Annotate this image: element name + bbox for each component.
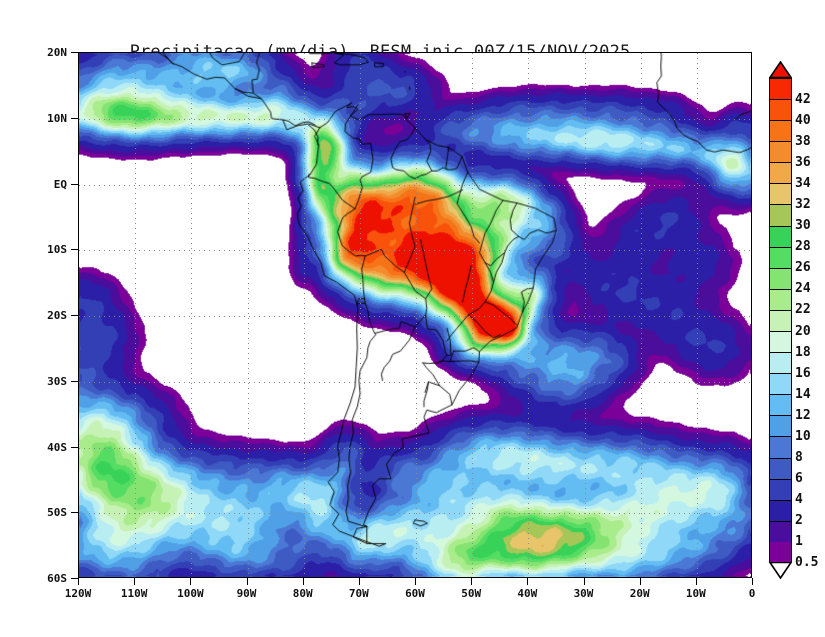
latitude-tick-label: 40S bbox=[47, 440, 67, 454]
longitude-tick-label: 50W bbox=[461, 587, 482, 600]
colorbar-label: 42 bbox=[795, 92, 811, 108]
longitude-tick bbox=[78, 578, 79, 585]
colorbar-level-36 bbox=[770, 141, 791, 163]
longitude-tick-label: 90W bbox=[236, 587, 257, 600]
colorbar-level-32 bbox=[770, 183, 791, 205]
colorbar-level-34 bbox=[770, 162, 791, 184]
latitude-tick bbox=[71, 315, 78, 316]
latitude-tick bbox=[71, 52, 78, 53]
colorbar-level-26 bbox=[770, 246, 791, 268]
precipitation-shading-canvas bbox=[79, 53, 751, 577]
latitude-tick bbox=[71, 512, 78, 514]
colorbar-level-38 bbox=[770, 120, 791, 142]
longitude-tick bbox=[246, 578, 248, 585]
latitude-tick bbox=[71, 117, 78, 119]
colorbar-level-0.5 bbox=[770, 541, 791, 562]
longitude-tick-label: 120W bbox=[64, 587, 92, 600]
colorbar-over-arrow-icon bbox=[769, 61, 792, 78]
colorbar-label: 40 bbox=[795, 113, 811, 129]
colorbar-label: 26 bbox=[795, 260, 811, 276]
longitude-tick-label: 10W bbox=[685, 587, 706, 600]
latitude-tick-label: 10N bbox=[47, 111, 67, 125]
longitude-tick bbox=[358, 578, 360, 585]
longitude-tick bbox=[752, 578, 753, 585]
colorbar-level-40 bbox=[770, 98, 791, 121]
colorbar-label: 36 bbox=[795, 155, 811, 171]
latitude-tick-label: 60S bbox=[47, 572, 67, 585]
latitude-tick bbox=[71, 446, 78, 448]
latitude-tick bbox=[71, 183, 78, 185]
map-plot-area[interactable] bbox=[78, 52, 752, 578]
longitude-tick bbox=[527, 578, 529, 585]
latitude-tick-label: 30S bbox=[47, 374, 67, 388]
colorbar-swatches bbox=[769, 77, 792, 562]
colorbar-label: 1 bbox=[795, 533, 803, 549]
colorbar-level-30 bbox=[770, 204, 791, 226]
latitude-tick bbox=[71, 380, 78, 382]
longitude-tick bbox=[583, 578, 585, 585]
longitude-tick-label: 0 bbox=[748, 587, 756, 600]
colorbar-label: 8 bbox=[795, 449, 803, 465]
longitude-tick-label: 40W bbox=[517, 587, 538, 600]
latitude-tick-label: 20N bbox=[47, 46, 67, 59]
longitude-tick-label: 80W bbox=[292, 587, 313, 600]
colorbar-label: 28 bbox=[795, 239, 811, 255]
latitude-tick-label: EQ bbox=[53, 177, 67, 191]
colorbar-label: 18 bbox=[795, 344, 811, 360]
longitude-tick-label: 30W bbox=[573, 587, 594, 600]
latitude-tick bbox=[71, 249, 78, 251]
colorbar-label: 4 bbox=[795, 491, 803, 507]
longitude-tick-label: 110W bbox=[120, 587, 148, 600]
latitude-tick-label: 50S bbox=[47, 506, 67, 520]
colorbar-label: 2 bbox=[795, 512, 803, 528]
longitude-tick bbox=[134, 578, 136, 585]
longitude-tick bbox=[695, 578, 697, 585]
colorbar-level-22 bbox=[770, 288, 791, 310]
longitude-tick-label: 70W bbox=[348, 587, 369, 600]
colorbar-under-arrow-icon bbox=[769, 562, 792, 579]
colorbar-label: 10 bbox=[795, 428, 811, 444]
colorbar-level-6 bbox=[770, 457, 791, 479]
colorbar-tick-labels: 0.5 1 2 4 6 8 10 12 14 16 18 20 22 24 26 28 30 32 34 36 38 40… bbox=[793, 78, 825, 569]
colorbar-level-14 bbox=[770, 373, 791, 395]
colorbar-label: 0.5 bbox=[795, 555, 819, 570]
colorbar-level-28 bbox=[770, 225, 791, 247]
longitude-tick bbox=[639, 578, 641, 585]
colorbar-level-24 bbox=[770, 267, 791, 289]
colorbar-label: 24 bbox=[795, 281, 811, 297]
colorbar-label: 12 bbox=[795, 407, 811, 423]
colorbar-label: 20 bbox=[795, 323, 811, 339]
latitude-tick-label: 20S bbox=[47, 309, 67, 322]
longitude-tick bbox=[415, 578, 416, 585]
longitude-tick bbox=[302, 578, 304, 585]
longitude-tick bbox=[190, 578, 192, 585]
colorbar-label: 30 bbox=[795, 218, 811, 234]
latitude-tick-label: 10S bbox=[47, 243, 67, 257]
latitude-tick bbox=[71, 578, 78, 579]
colorbar-level-4 bbox=[770, 478, 791, 500]
colorbar-level-10 bbox=[770, 415, 791, 437]
colorbar-level-12 bbox=[770, 394, 791, 416]
colorbar-level-20 bbox=[770, 309, 791, 331]
longitude-tick-label: 100W bbox=[177, 587, 204, 600]
colorbar-level-1 bbox=[770, 520, 791, 542]
colorbar-label: 38 bbox=[795, 134, 811, 150]
colorbar-level-16 bbox=[770, 352, 791, 374]
colorbar-label: 22 bbox=[795, 302, 811, 318]
colorbar-level-8 bbox=[770, 436, 791, 458]
longitude-tick-label: 60W bbox=[405, 587, 425, 600]
colorbar-level-2 bbox=[770, 499, 791, 521]
longitude-tick-label: 20W bbox=[629, 587, 650, 600]
colorbar-label: 16 bbox=[795, 365, 811, 381]
colorbar-label: 6 bbox=[795, 470, 803, 486]
colorbar-label: 14 bbox=[795, 386, 811, 402]
colorbar: 0.5 1 2 4 6 8 10 12 14 16 18 20 22 24 26 28 30 32 34 36 38 40… bbox=[769, 61, 818, 579]
colorbar-level-18 bbox=[770, 330, 791, 353]
colorbar-label: 34 bbox=[795, 176, 811, 192]
colorbar-level-42 bbox=[770, 77, 791, 99]
longitude-tick bbox=[471, 578, 473, 585]
colorbar-label: 32 bbox=[795, 197, 811, 213]
